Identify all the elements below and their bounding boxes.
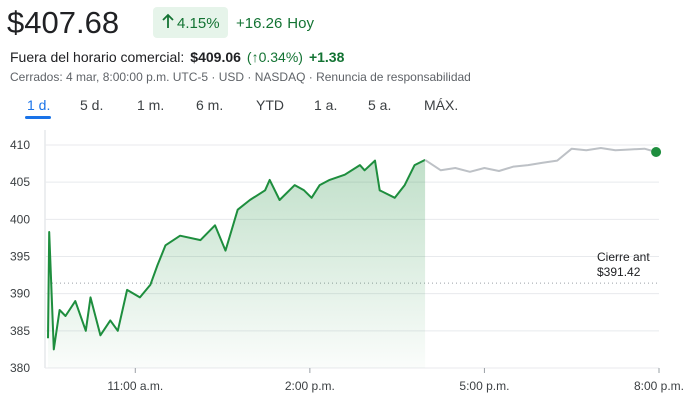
up-arrow [162, 13, 174, 28]
tab[interactable]: MÁX. [424, 97, 458, 113]
after-hours-price: $409.06 [190, 49, 241, 65]
tabs: 1 d. 5 d. 1 m. 6 m. YTD 1 a. 5 a. MÁX. [25, 97, 458, 119]
y-tick-label: 400 [10, 212, 30, 226]
price-line [47, 159, 426, 351]
after-hours-abs: +1.38 [309, 49, 345, 65]
change-line: +16.26 Hoy [236, 15, 314, 32]
tab[interactable]: 5 d. [80, 97, 103, 113]
change-abs: +16.26 [236, 15, 282, 32]
y-tick-label: 380 [10, 361, 30, 375]
x-tick-label: 8:00 p.m. [634, 379, 684, 393]
x-tick-label: 5:00 p.m. [459, 379, 509, 393]
after-hours-pct: (↑0.34%) [247, 49, 303, 65]
x-tick-label: 11:00 a.m. [107, 379, 163, 393]
after-hours-label: Fuera del horario comercial: [10, 49, 184, 65]
chart: 380 385 390 395 400 405 410 11:00 a.m. 2:00 p.m.… [10, 130, 684, 393]
tab[interactable]: 1 a. [314, 97, 337, 113]
tab[interactable]: 1 m. [137, 97, 164, 113]
area [48, 159, 426, 368]
y-tick-label: 390 [10, 287, 30, 301]
change-badge [153, 7, 228, 38]
tab[interactable]: 6 m. [196, 97, 223, 113]
after-hours: Fuera del horario comercial: $409.06 (↑0.3… [10, 49, 345, 65]
tab[interactable]: 5 a. [368, 97, 391, 113]
y-tick-label: 410 [10, 138, 30, 152]
tab[interactable]: 1 d. [27, 97, 50, 113]
price-line [424, 147, 657, 173]
previous-close-title: Cierre ant [597, 250, 650, 264]
tab[interactable]: YTD [256, 97, 284, 113]
y-tick-label: 405 [10, 175, 30, 189]
price: $407.68 [7, 5, 119, 40]
end-marker [651, 146, 662, 157]
tab-underline [25, 116, 51, 119]
change-period: Hoy [287, 15, 314, 32]
status: Cerrados: 4 mar, 8:00:00 p.m. UTC-5 · US… [10, 70, 471, 84]
previous-close-label: $391.42 [597, 265, 641, 279]
y-tick-label: 385 [10, 324, 30, 338]
x-tick-label: 2:00 p.m. [285, 379, 335, 393]
y-tick-label: 395 [10, 250, 30, 264]
change-pct: 4.15% [177, 15, 220, 32]
